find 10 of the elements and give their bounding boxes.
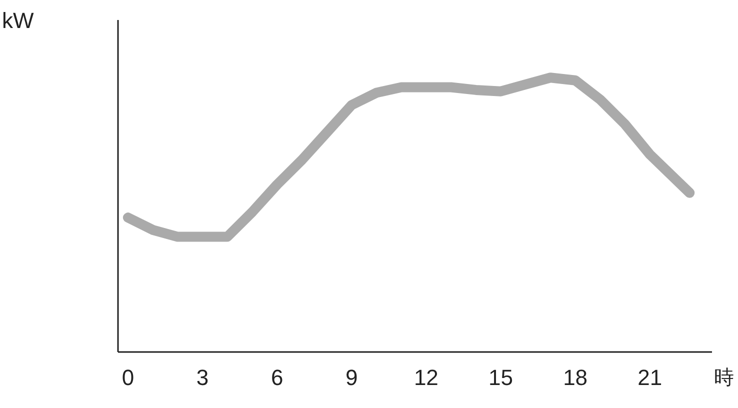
x-tick: 15 <box>488 365 513 390</box>
x-tick: 21 <box>638 365 662 390</box>
x-tick: 6 <box>270 365 284 390</box>
x-tick: 12 <box>414 365 438 390</box>
x-tick: 3 <box>196 365 209 390</box>
xlabel: 時 <box>714 367 734 389</box>
x-tick: 0 <box>122 365 134 390</box>
x-tick: 9 <box>346 365 358 390</box>
x-tick: 18 <box>563 365 588 390</box>
ylabel: kW <box>2 8 34 33</box>
